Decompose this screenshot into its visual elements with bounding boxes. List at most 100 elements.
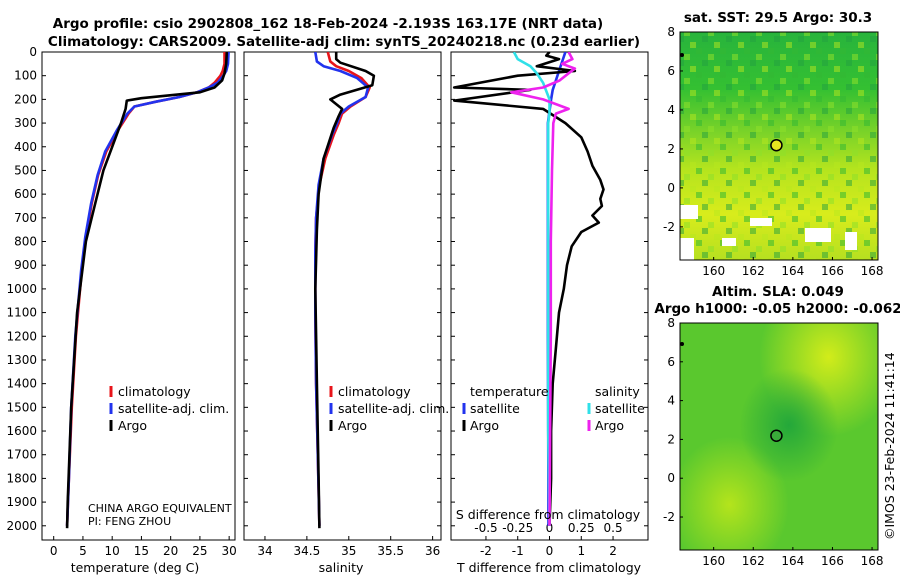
x-tick-label: 34 [257, 544, 272, 558]
legend-label-argo: Argo [118, 418, 147, 433]
x-tick-label: 35 [341, 544, 356, 558]
sst-map-panel: sat. SST: 29.5 Argo: 30.3 160 162 164 166 16… [663, 10, 883, 278]
lat-tick-label: 0 [667, 181, 675, 195]
cloud-gap [805, 228, 831, 242]
x-tick-label: 1 [577, 544, 585, 558]
difference-legend: temperature satellite Argo salinity sate… [462, 384, 645, 433]
lon-tick-label: 166 [821, 264, 844, 278]
series-line-argo [313, 52, 376, 529]
x-tick-label: 25 [192, 544, 207, 558]
depth-tick-label: 600 [14, 187, 37, 201]
t-difference-xlabel: T difference from climatology [456, 560, 642, 575]
depth-tick-label: 700 [14, 211, 37, 225]
series-line-s-argo [510, 52, 577, 526]
x-tick-label: 30 [222, 544, 237, 558]
depth-tick-label: 800 [14, 235, 37, 249]
x-tick-label: -1 [512, 544, 524, 558]
lat-tick-label: 8 [667, 25, 675, 39]
sla-map-panel: Altim. SLA: 0.049 Argo h1000: -0.05 h200… [654, 284, 900, 568]
lon-tick-label: 160 [702, 554, 725, 568]
s-diff-tick-label: -0.5 [474, 521, 497, 535]
temperature-panel: 0100200300400500600700800900100011001200… [6, 45, 236, 575]
temperature-xlabel: temperature (deg C) [71, 560, 200, 575]
legend-label-climatology: climatology [338, 384, 411, 399]
depth-tick-label: 1400 [6, 377, 37, 391]
x-tick-label: 5 [79, 544, 87, 558]
lat-tick-label: -2 [663, 510, 675, 524]
s-diff-tick-label: -0.25 [502, 521, 533, 535]
x-tick-label: 0 [50, 544, 58, 558]
depth-tick-label: 500 [14, 163, 37, 177]
lon-tick-label: 164 [781, 554, 804, 568]
depth-tick-label: 1300 [6, 353, 37, 367]
title-line-2: Climatology: CARS2009. Satellite-adj cli… [48, 34, 640, 50]
x-tick-label: 0 [546, 544, 554, 558]
salinity-series [313, 52, 376, 529]
depth-tick-label: 100 [14, 69, 37, 83]
depth-tick-label: 1900 [6, 495, 37, 509]
cloud-gap [680, 205, 698, 219]
sla-map-frame [679, 322, 879, 551]
sst-map-title: sat. SST: 29.5 Argo: 30.3 [684, 10, 872, 26]
legend-label-t-satellite: satellite [470, 401, 520, 416]
salinity-axis-ticks: 34 34.5 35 35.5 36 [244, 51, 441, 558]
s-diff-tick-label: 0.5 [604, 521, 623, 535]
sla-lat-ticks: -2 0 2 4 6 8 [663, 316, 683, 524]
series-line-s-satellite [512, 52, 551, 526]
legend-title-temperature: temperature [470, 384, 549, 399]
x-tick-label: 20 [163, 544, 178, 558]
sla-map-title-2: Argo h1000: -0.05 h2000: -0.062 [654, 301, 900, 317]
cloud-gap [750, 218, 772, 226]
depth-tick-label: 1700 [6, 448, 37, 462]
depth-tick-label: 1100 [6, 306, 37, 320]
depth-tick-label: 1800 [6, 471, 37, 485]
depth-tick-label: 200 [14, 92, 37, 106]
lon-tick-label: 168 [861, 554, 884, 568]
annotation-program: CHINA ARGO EQUIVALENT [88, 502, 232, 515]
sst-map-frame [679, 31, 879, 261]
lat-tick-label: 6 [667, 355, 675, 369]
salinity-legend: climatology satellite-adj. clim. Argo [329, 384, 449, 433]
lat-tick-label: 2 [667, 142, 675, 156]
lat-tick-label: 2 [667, 432, 675, 446]
lat-tick-label: 6 [667, 64, 675, 78]
s-difference-xlabel: S difference from climatology [456, 507, 641, 522]
cloud-gap [680, 238, 694, 260]
sst-lat-ticks: -2 0 2 4 6 8 [663, 25, 683, 234]
lon-tick-label: 168 [861, 264, 884, 278]
lat-tick-label: 8 [667, 316, 675, 330]
temperature-axes-frame [41, 51, 236, 541]
cloud-gap [722, 238, 736, 246]
salinity-panel: 34 34.5 35 35.5 36 salinity climatology sate… [243, 51, 449, 575]
argo-position-marker [770, 138, 783, 152]
legend-label-argo: Argo [338, 418, 367, 433]
sla-map-title-1: Altim. SLA: 0.049 [712, 284, 844, 300]
sst-coast-dot [680, 53, 684, 57]
x-tick-label: 36 [425, 544, 440, 558]
difference-series [452, 52, 605, 526]
depth-tick-label: 1200 [6, 329, 37, 343]
difference-panel: -2 -1 0 1 2 -0.5 -0.25 0 0.25 0.5 T difference f… [450, 51, 649, 575]
lat-tick-label: 4 [667, 103, 675, 117]
depth-tick-label: 1000 [6, 282, 37, 296]
salinity-xlabel: salinity [319, 560, 364, 575]
x-tick-label: 15 [134, 544, 149, 558]
lat-tick-label: 0 [667, 471, 675, 485]
s-diff-tick-label: 0.25 [568, 521, 595, 535]
depth-tick-label: 0 [29, 45, 37, 59]
legend-label-s-argo: Argo [595, 418, 624, 433]
legend-label-t-argo: Argo [470, 418, 499, 433]
sst-cloud-gaps [680, 205, 857, 260]
s-difference-axis-ticks: -0.5 -0.25 0 0.25 0.5 [474, 521, 622, 535]
legend-label-satellite: satellite-adj. clim. [118, 401, 229, 416]
argo-position-marker [770, 429, 783, 442]
sla-lon-ticks: 160 162 164 166 168 [702, 547, 884, 568]
lon-tick-label: 164 [781, 264, 804, 278]
lon-tick-label: 160 [702, 264, 725, 278]
lon-tick-label: 162 [742, 554, 765, 568]
salinity-axes-frame [243, 51, 442, 541]
series-line-argo [65, 52, 229, 529]
s-diff-tick-label: 0 [546, 521, 554, 535]
legend-label-satellite: satellite-adj. clim. [338, 401, 449, 416]
